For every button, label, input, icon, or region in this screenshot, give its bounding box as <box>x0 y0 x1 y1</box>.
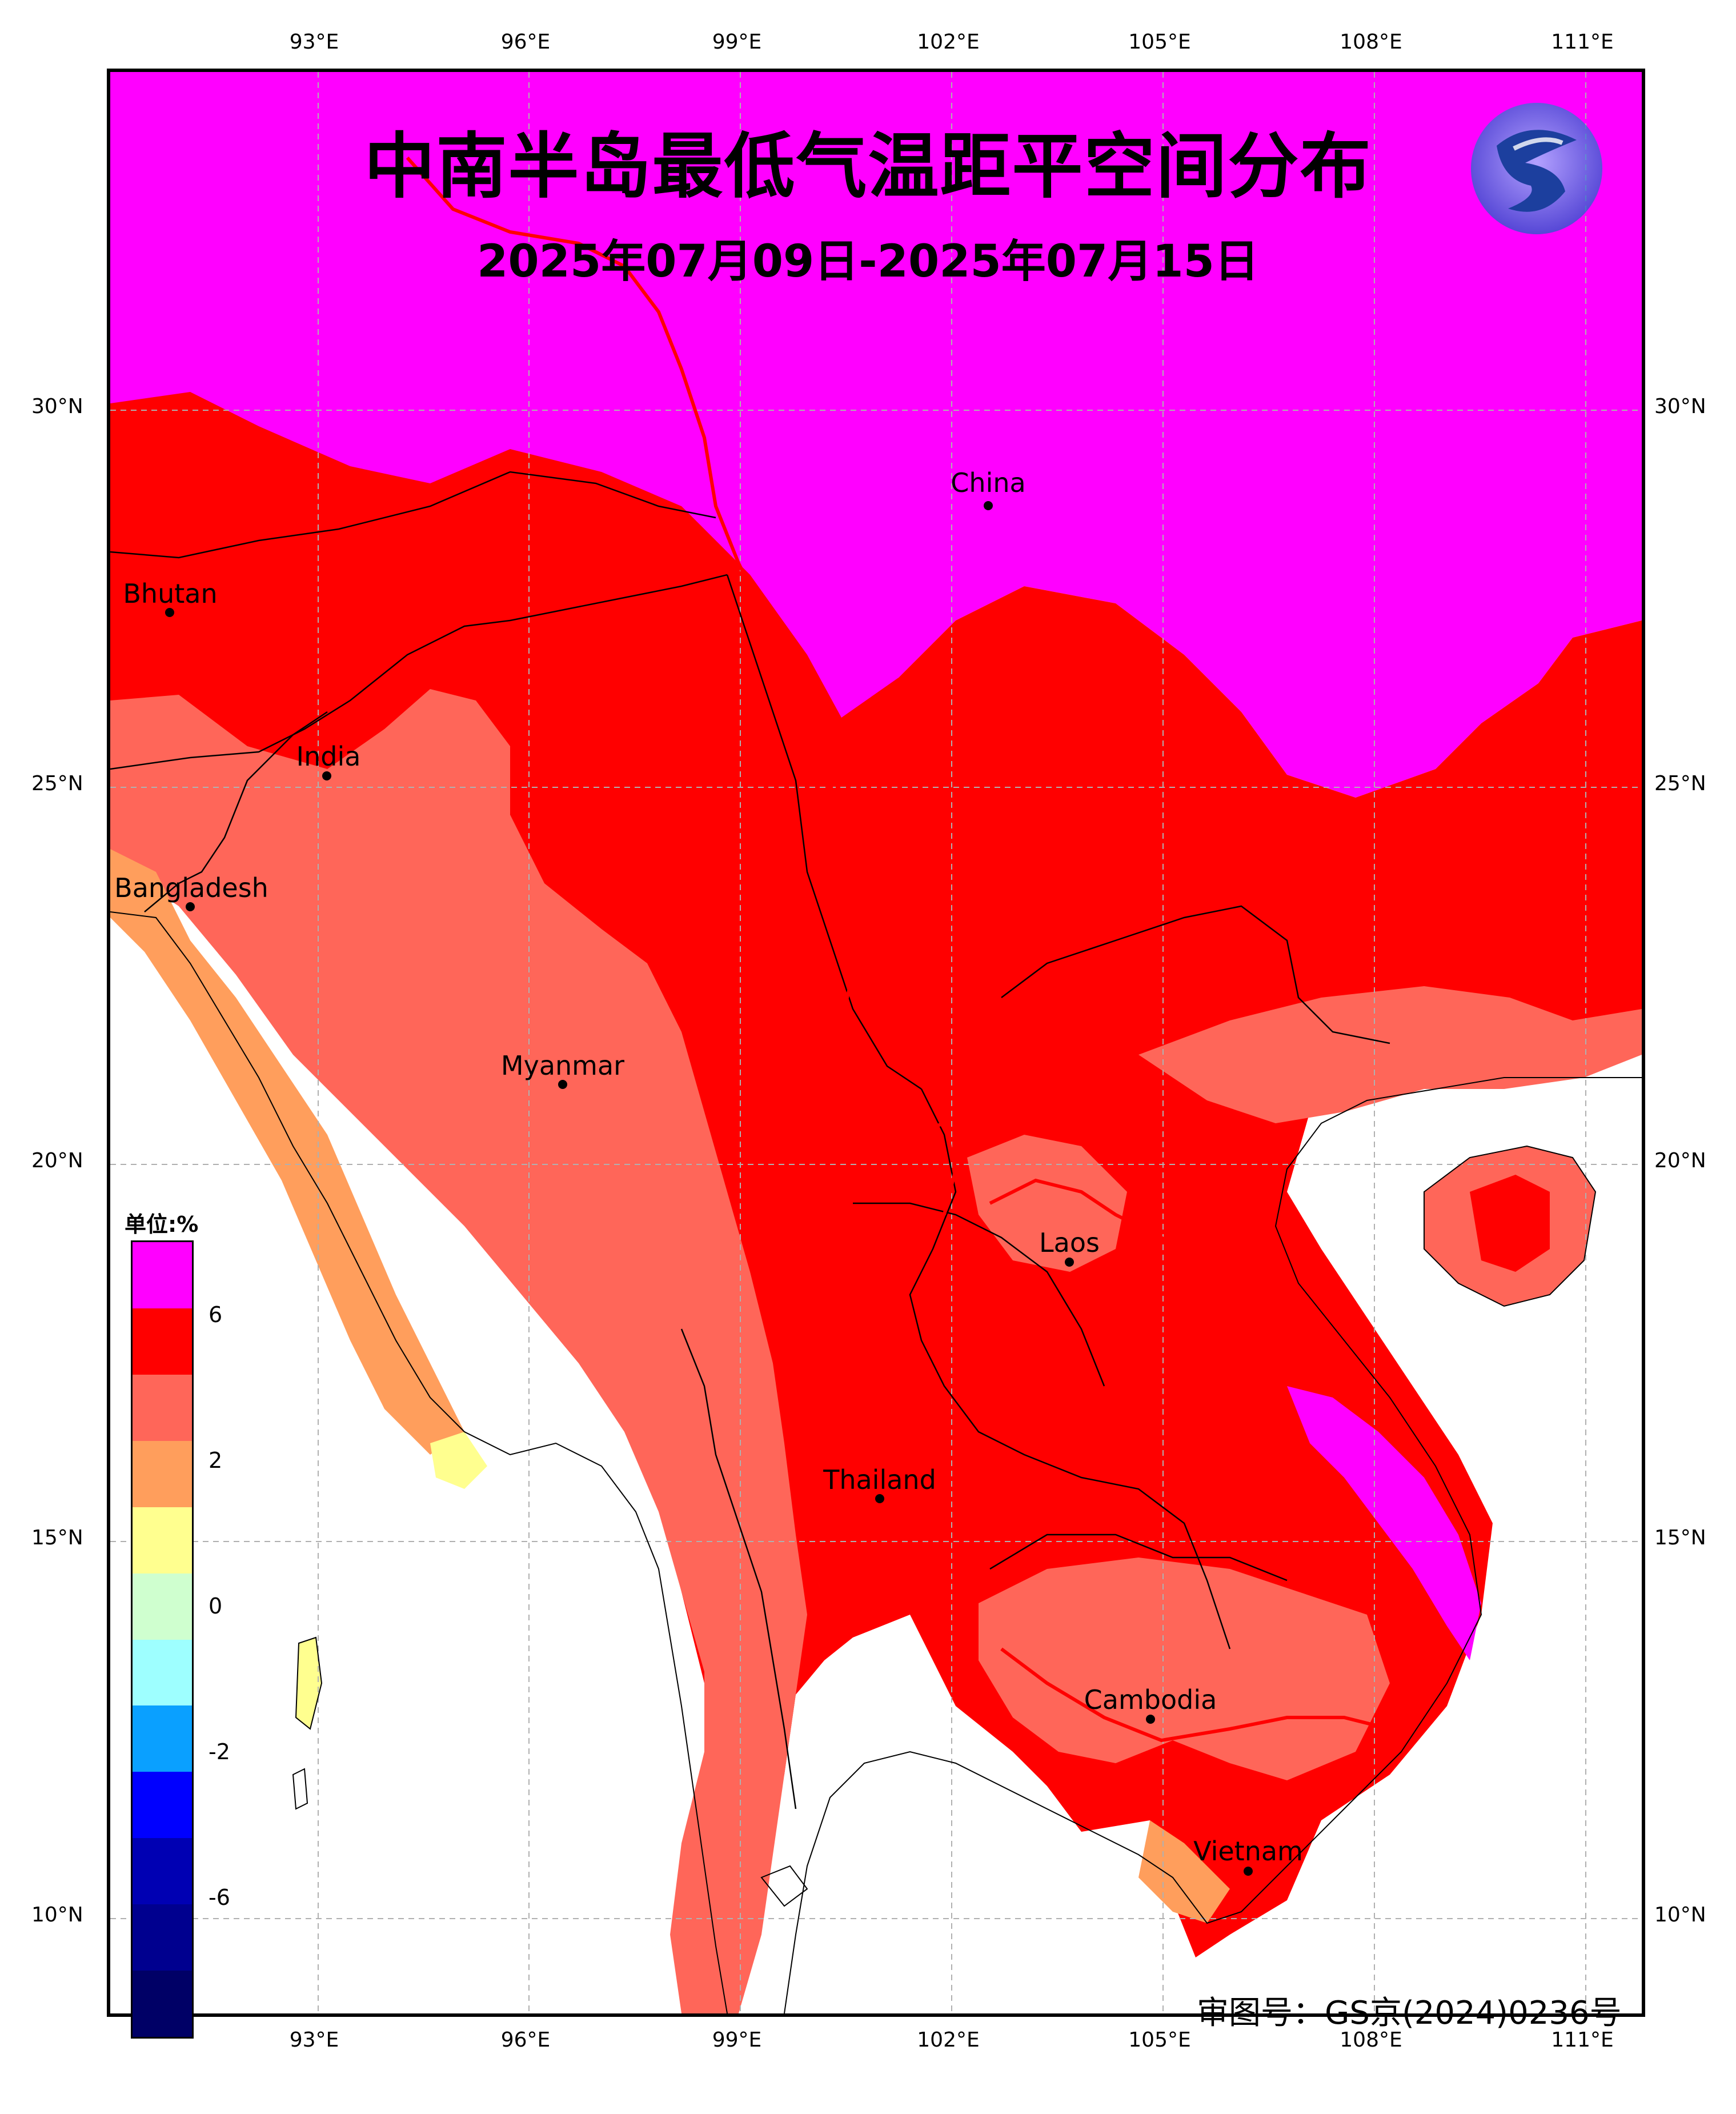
country-label-vietnam: Vietnam <box>1193 1836 1303 1867</box>
legend-color-segment <box>133 1838 192 1905</box>
salmon-region-north-vietnam <box>1138 986 1642 1123</box>
legend-color-segment <box>133 1639 192 1706</box>
lat-tick-right: 25°N <box>1654 772 1706 795</box>
capital-dot <box>1244 1867 1253 1876</box>
salmon-region-cambodia <box>979 1558 1390 1780</box>
approval-number: 审图号：GS京(2024)0236号 <box>1197 1995 1622 2032</box>
map-frame <box>107 69 1645 2017</box>
yellow-region-coast <box>430 1432 487 1489</box>
legend-tick-label: -6 <box>209 1885 230 1910</box>
legend-color-segment <box>133 1507 192 1574</box>
lat-tick-right: 10°N <box>1654 1903 1706 1927</box>
capital-dot <box>322 771 331 780</box>
map-title: 中南半岛最低气温距平空间分布 <box>364 126 1372 208</box>
legend-tick-label: 2 <box>209 1448 223 1473</box>
magenta-region-coast <box>1287 1386 1481 1660</box>
legend-color-segment <box>133 1440 192 1507</box>
lon-tick-top: 93°E <box>289 30 339 54</box>
yellow-region-andaman <box>296 1637 322 1729</box>
country-label-myanmar: Myanmar <box>500 1050 625 1081</box>
legend-color-segment <box>133 1374 192 1441</box>
capital-dot <box>1065 1258 1074 1267</box>
lat-tick-right: 15°N <box>1654 1526 1706 1550</box>
legend-tick-label: -2 <box>209 1739 230 1764</box>
lon-tick-top: 96°E <box>500 30 551 54</box>
cma-dragon-logo-icon <box>1471 103 1602 234</box>
country-label-thailand: Thailand <box>823 1464 936 1495</box>
lat-tick-right: 20°N <box>1654 1149 1706 1172</box>
lat-tick-left: 20°N <box>31 1149 83 1172</box>
legend-tick-label: 0 <box>209 1593 223 1619</box>
coastline <box>110 911 1642 2013</box>
graticule <box>110 72 1642 2013</box>
map-subtitle: 2025年07月09日-2025年07月15日 <box>477 236 1259 287</box>
lat-tick-left: 10°N <box>31 1903 83 1927</box>
legend-color-segment <box>133 1242 192 1308</box>
orange-region-mekong-delta <box>1138 1820 1230 1923</box>
lon-tick-top: 105°E <box>1128 30 1191 54</box>
country-label-bangladesh: Bangladesh <box>114 872 268 903</box>
legend-color-segment <box>133 1971 192 2037</box>
lon-tick-top: 102°E <box>917 30 980 54</box>
legend-color-segment <box>133 1772 192 1839</box>
lon-tick-top: 111°E <box>1551 30 1614 54</box>
lon-tick-top: 108°E <box>1340 30 1402 54</box>
lon-tick-bottom: 102°E <box>917 2028 980 2052</box>
lat-tick-left: 15°N <box>31 1526 83 1550</box>
salmon-region-laos <box>967 1135 1127 1272</box>
orange-region-coast-west <box>110 849 464 1455</box>
capital-dot <box>165 608 174 617</box>
lon-tick-bottom: 105°E <box>1128 2028 1191 2052</box>
lat-tick-left: 30°N <box>31 395 83 418</box>
legend-tick-label: 6 <box>209 1302 223 1327</box>
country-label-india: India <box>296 741 361 772</box>
legend-colorbar <box>131 1240 194 2039</box>
capital-dot <box>875 1494 884 1503</box>
anomaly-map <box>110 72 1642 2013</box>
lat-tick-right: 30°N <box>1654 395 1706 418</box>
country-label-cambodia: Cambodia <box>1084 1684 1217 1715</box>
country-label-laos: Laos <box>1039 1227 1100 1258</box>
country-label-china: China <box>951 467 1026 498</box>
lon-tick-bottom: 96°E <box>500 2028 551 2052</box>
hainan-red-core <box>1470 1175 1550 1272</box>
lon-tick-bottom: 108°E <box>1340 2028 1402 2052</box>
legend-unit-label: 单位:% <box>125 1212 199 1237</box>
legend-color-segment <box>133 1904 192 1971</box>
legend-color-segment <box>133 1573 192 1640</box>
country-label-bhutan: Bhutan <box>123 578 218 609</box>
salmon-region-west <box>110 689 807 2013</box>
capital-dot <box>558 1080 567 1089</box>
legend-color-segment <box>133 1308 192 1375</box>
capital-dot <box>984 501 993 510</box>
capital-dot <box>1146 1715 1155 1724</box>
lon-tick-bottom: 93°E <box>289 2028 339 2052</box>
lon-tick-top: 99°E <box>712 30 762 54</box>
lon-tick-bottom: 99°E <box>712 2028 762 2052</box>
lon-tick-bottom: 111°E <box>1551 2028 1614 2052</box>
china-boundary <box>406 157 1390 1743</box>
capital-dot <box>186 902 195 911</box>
legend-color-segment <box>133 1705 192 1772</box>
country-borders <box>110 471 1390 1809</box>
lat-tick-left: 25°N <box>31 772 83 795</box>
